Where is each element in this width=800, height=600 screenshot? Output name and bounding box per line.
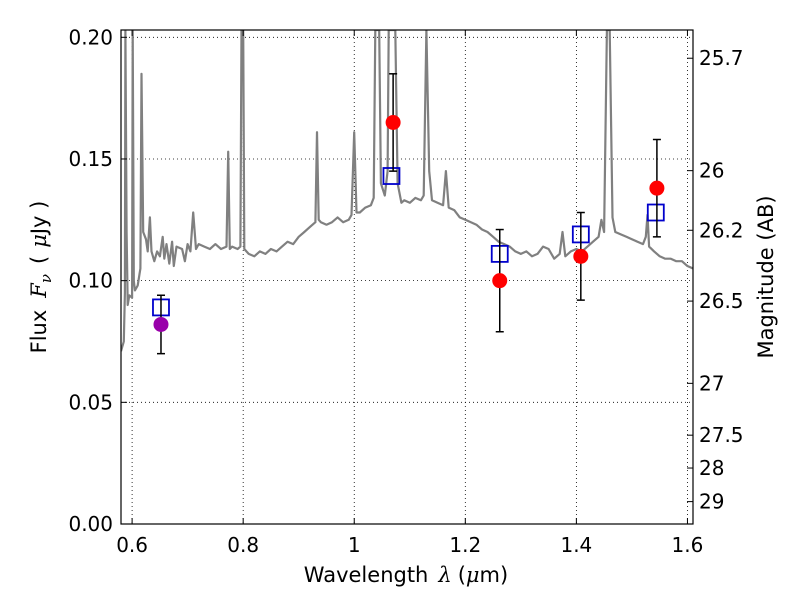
y-tick-label: 0.10	[68, 269, 113, 293]
x-axis-label-word: Wavelength	[304, 563, 429, 587]
x-tick-label: 1.4	[560, 533, 592, 557]
x-axis-label-mu: μ	[466, 563, 480, 587]
x-axis-label-unit: m)	[480, 563, 509, 587]
x-tick-label: 0.8	[227, 533, 259, 557]
spectrum-line	[121, 30, 693, 352]
plot-background	[121, 30, 693, 524]
ticks: 0.6 0.8 1 1.2 1.4 1.6 0.00 0.05 0.10 0.15 0.20 25.7…	[68, 25, 743, 557]
magnitude-tick-label: 27.5	[699, 423, 744, 447]
magnitude-tick-label: 26.5	[699, 289, 744, 313]
y-axis-label-unit: Jy )	[27, 201, 51, 237]
x-tick-label: 0.6	[116, 533, 148, 557]
x-axis-label-paren: (	[458, 563, 466, 587]
y-tick-label: 0.15	[68, 147, 113, 171]
model-photometry-square	[646, 203, 665, 222]
y-tick-label: 0.00	[68, 512, 113, 536]
x-axis-label: Wavelength λ (μm)	[304, 563, 508, 587]
observed-photometry-point	[385, 114, 401, 130]
plot-frame	[120, 29, 694, 525]
y-axis-label-paren: (	[27, 256, 51, 264]
right-axis-label: Magnitude (AB)	[754, 195, 778, 358]
y-axis-label-f: F	[27, 282, 51, 299]
y-axis-label-nu: ν	[37, 274, 55, 283]
x-tick-label: 1	[348, 533, 361, 557]
x-tick-label: 1.6	[672, 533, 704, 557]
model-photometry-square	[382, 167, 401, 185]
y-tick-label: 0.20	[68, 25, 113, 49]
markers	[152, 73, 665, 355]
y-axis-label-word: Flux	[27, 310, 51, 354]
magnitude-tick-label: 28	[699, 456, 724, 480]
y-axis-label: Flux Fν ( μJy )	[27, 201, 55, 354]
x-tick-label: 1.2	[449, 533, 481, 557]
y-tick-label: 0.05	[68, 390, 113, 414]
observed-photometry-point	[573, 248, 589, 264]
magnitude-tick-label: 29	[699, 490, 724, 514]
observed-photometry-point	[649, 180, 665, 196]
magnitude-tick-label: 26	[699, 159, 724, 183]
observed-photometry-point	[492, 273, 508, 289]
magnitude-tick-label: 25.7	[699, 46, 744, 70]
observed-photometry-point	[153, 316, 169, 332]
y-axis-label-mu: μ	[27, 234, 51, 248]
magnitude-tick-label: 27	[699, 371, 724, 395]
magnitude-tick-label: 26.2	[699, 218, 744, 242]
x-axis-label-lambda: λ	[437, 563, 451, 587]
